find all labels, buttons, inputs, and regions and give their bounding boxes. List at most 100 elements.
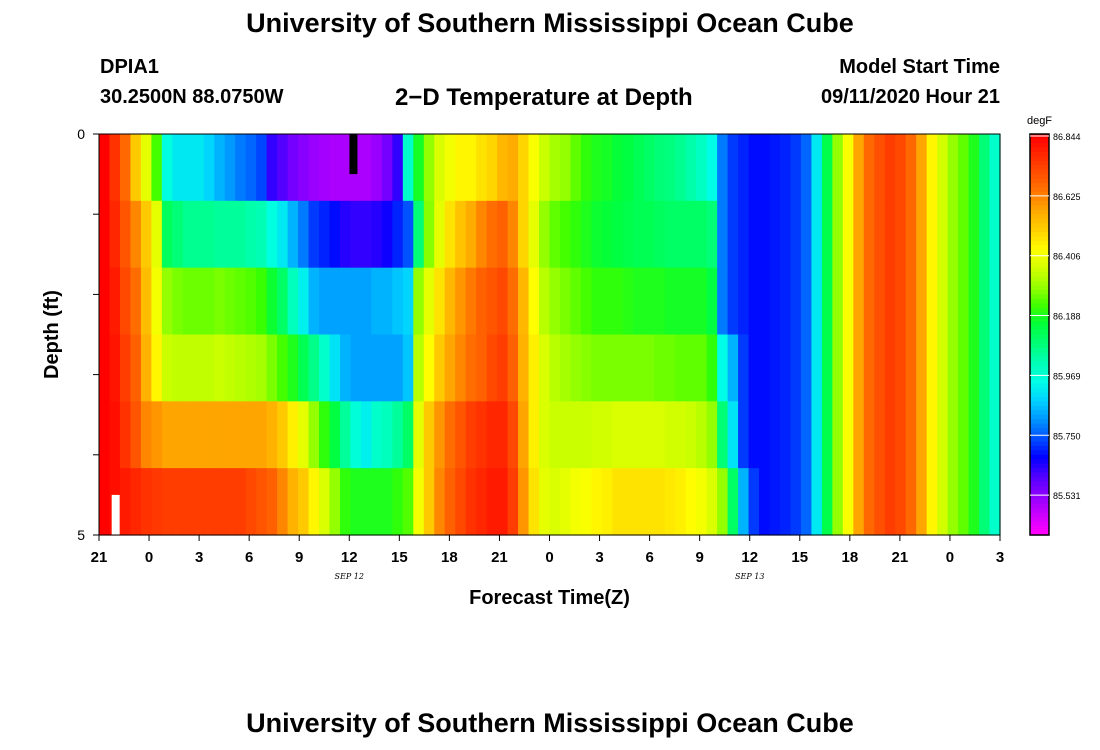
heatmap-cell bbox=[727, 468, 739, 536]
colorbar-swatch bbox=[1030, 254, 1049, 260]
heatmap-cell bbox=[863, 134, 875, 202]
heatmap-cell bbox=[151, 401, 163, 469]
heatmap-cell bbox=[402, 267, 414, 336]
heatmap-cell bbox=[958, 334, 970, 402]
colorbar-swatch bbox=[1030, 205, 1049, 211]
heatmap-cell bbox=[633, 134, 645, 202]
heatmap-cell bbox=[266, 134, 278, 202]
heatmap-cell bbox=[193, 200, 205, 269]
heatmap-cell bbox=[339, 334, 352, 402]
heatmap-cell bbox=[518, 200, 530, 269]
heatmap-cell bbox=[842, 267, 854, 336]
heatmap-cell bbox=[549, 334, 561, 402]
heatmap-cell bbox=[371, 200, 383, 269]
heatmap-cell bbox=[381, 134, 393, 202]
heatmap-cell bbox=[696, 267, 708, 336]
heatmap-cell bbox=[287, 401, 299, 469]
station-id: DPIA1 bbox=[100, 56, 159, 78]
heatmap-cell bbox=[413, 200, 425, 269]
colorbar-swatch bbox=[1030, 240, 1049, 246]
colorbar-swatch bbox=[1030, 445, 1049, 451]
heatmap-cell bbox=[465, 401, 477, 469]
heatmap-cell bbox=[863, 401, 875, 469]
heatmap-cell bbox=[769, 401, 781, 469]
heatmap-cell bbox=[738, 334, 750, 402]
colorbar-swatch bbox=[1030, 499, 1049, 505]
heatmap-cell bbox=[654, 200, 666, 269]
heatmap-cell bbox=[989, 334, 1001, 402]
heatmap-cell bbox=[539, 200, 551, 269]
x-tick-label: 9 bbox=[295, 549, 303, 566]
heatmap-cell bbox=[507, 401, 519, 469]
heatmap-cell bbox=[926, 334, 938, 402]
heatmap-cell bbox=[266, 468, 278, 536]
heatmap-cell bbox=[360, 334, 372, 402]
colorbar-label: 85.750 bbox=[1053, 431, 1081, 441]
heatmap-cell bbox=[905, 468, 917, 536]
heatmap-cell bbox=[874, 334, 886, 402]
heatmap-cell bbox=[769, 334, 781, 402]
heatmap-cell bbox=[675, 401, 687, 469]
heatmap-cell bbox=[423, 401, 435, 469]
heatmap-cell bbox=[958, 468, 970, 536]
heatmap-cell bbox=[360, 401, 372, 469]
heatmap-cell bbox=[612, 200, 624, 269]
heatmap-cell bbox=[497, 468, 509, 536]
heatmap-cell bbox=[800, 267, 813, 336]
heatmap-cell bbox=[717, 267, 729, 336]
heatmap-cell bbox=[140, 200, 152, 269]
heatmap-cell bbox=[874, 267, 886, 336]
heatmap-cell bbox=[612, 468, 624, 536]
heatmap-cell bbox=[444, 200, 456, 269]
heatmap-cell bbox=[884, 468, 896, 536]
x-tick-label: 3 bbox=[195, 549, 203, 566]
heatmap-cell bbox=[591, 200, 603, 269]
colorbar-swatch bbox=[1030, 494, 1049, 500]
heatmap-cell bbox=[423, 200, 435, 269]
heatmap-cell bbox=[465, 267, 477, 336]
heatmap-cell bbox=[434, 401, 446, 469]
heatmap-cell bbox=[266, 401, 278, 469]
heatmap-cell bbox=[559, 468, 572, 536]
heatmap-cell bbox=[193, 401, 205, 469]
heatmap-cell bbox=[800, 334, 813, 402]
heatmap-cell bbox=[685, 134, 697, 202]
heatmap-cell bbox=[696, 334, 708, 402]
colorbar-swatch bbox=[1030, 307, 1049, 313]
heatmap-cell bbox=[811, 401, 823, 469]
colorbar-label: 86.844 bbox=[1053, 132, 1081, 142]
colorbar-swatch bbox=[1030, 512, 1049, 518]
heatmap-cell bbox=[580, 334, 593, 402]
heatmap-cell bbox=[476, 334, 488, 402]
heatmap-cell bbox=[130, 267, 142, 336]
heatmap-cell bbox=[706, 200, 718, 269]
heatmap-cell bbox=[392, 200, 404, 269]
heatmap-cell bbox=[256, 401, 268, 469]
heatmap-cell bbox=[119, 267, 132, 336]
heatmap-cell bbox=[518, 401, 530, 469]
heatmap-cell bbox=[140, 401, 152, 469]
heatmap-cell bbox=[591, 134, 603, 202]
heatmap-cell bbox=[591, 334, 603, 402]
colorbar-swatch bbox=[1030, 151, 1049, 157]
heatmap-cell bbox=[643, 200, 655, 269]
heatmap-cell bbox=[413, 134, 425, 202]
heatmap-cell bbox=[842, 468, 854, 536]
heatmap-cell bbox=[748, 200, 760, 269]
colorbar-swatch bbox=[1030, 526, 1049, 532]
heatmap-cell bbox=[779, 267, 792, 336]
heatmap-cell bbox=[968, 200, 980, 269]
heatmap-cell bbox=[591, 401, 603, 469]
colorbar-swatch bbox=[1030, 298, 1049, 304]
colorbar-swatch bbox=[1030, 191, 1049, 197]
heatmap-cell bbox=[643, 334, 655, 402]
heatmap-cell bbox=[727, 134, 739, 202]
heatmap-cell bbox=[738, 468, 750, 536]
colorbar-swatch bbox=[1030, 481, 1049, 487]
heatmap-cell bbox=[287, 468, 299, 536]
heatmap-marker bbox=[111, 494, 120, 535]
heatmap-cell bbox=[549, 401, 561, 469]
heatmap-cell bbox=[926, 401, 938, 469]
heatmap-cell bbox=[214, 468, 226, 536]
